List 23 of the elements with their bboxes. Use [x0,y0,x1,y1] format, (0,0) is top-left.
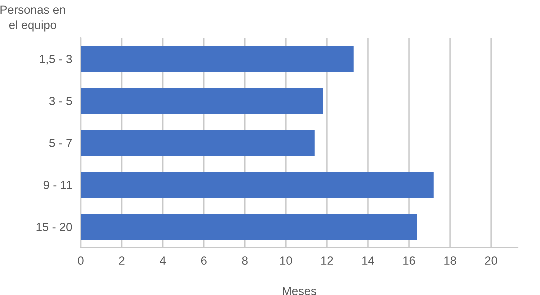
x-tick-label: 20 [485,256,498,266]
x-tick-label: 18 [444,256,456,266]
y-tick-label: 3 - 5 [49,97,72,106]
x-tick-label: 8 [242,256,248,266]
bar [81,172,434,198]
y-axis-title: Personas en el equipo [0,6,66,32]
y-tick-label: 15 - 20 [36,223,72,232]
y-tick-label: 5 - 7 [50,139,72,148]
bar [81,214,418,240]
bar [81,130,315,156]
x-tick-label: 0 [78,256,84,266]
x-tick-label: 12 [322,256,334,265]
bar [81,46,354,72]
x-tick-label: 16 [404,256,416,266]
x-axis-title: Meses [283,287,316,295]
x-tick-label: 4 [160,256,166,265]
x-tick-label: 10 [280,256,292,266]
x-tick-label: 6 [201,256,207,266]
y-tick-label: 9 - 11 [44,181,72,190]
bar [81,88,324,114]
y-tick-label: 1,5 - 3 [40,55,72,65]
x-tick-label: 14 [362,256,374,265]
x-tick-label: 2 [119,256,125,265]
